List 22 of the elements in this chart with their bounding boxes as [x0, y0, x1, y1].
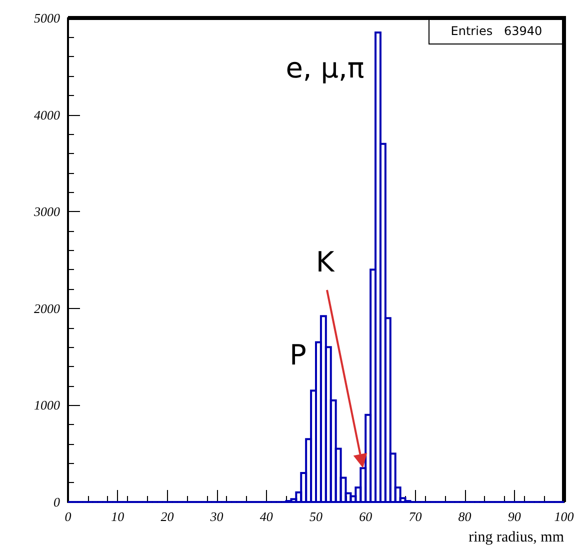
y-tick-label: 0: [54, 494, 60, 510]
annotation: Entries 63940: [450, 24, 542, 38]
x-tick-label: 50: [310, 509, 323, 524]
x-tick-label: 20: [160, 509, 174, 524]
y-tick-label: 4000: [34, 107, 60, 122]
y-tick-label: 2000: [34, 300, 60, 316]
x-tick-label: 40: [260, 509, 274, 524]
y-tick-label: 1000: [34, 398, 60, 413]
annotation: P: [290, 338, 306, 372]
x-tick-label: 100: [554, 509, 574, 524]
x-tick-label: 90: [508, 509, 522, 524]
x-tick-label: 60: [359, 509, 373, 524]
x-tick-label: 70: [408, 509, 422, 524]
y-tick-label: 3000: [33, 204, 60, 220]
annotation: e, μ,π: [286, 52, 364, 84]
x-tick-label: 80: [458, 509, 472, 524]
x-tick-label: 0: [64, 509, 72, 524]
annotation: K: [316, 246, 335, 278]
x-axis-title: ring radius, mm: [468, 530, 564, 546]
x-tick-label: 10: [111, 509, 125, 524]
x-tick-label: 30: [209, 509, 224, 524]
y-tick-label: 5000: [34, 10, 60, 26]
